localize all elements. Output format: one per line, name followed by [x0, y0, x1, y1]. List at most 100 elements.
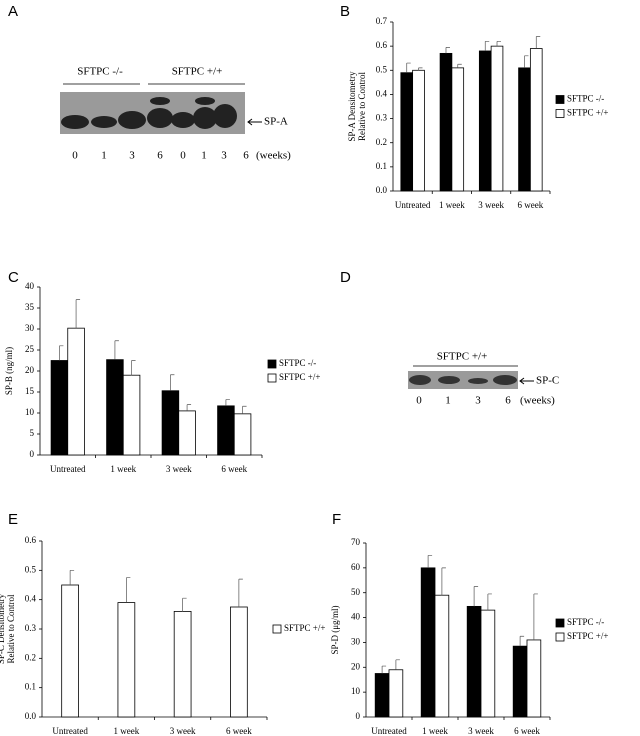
y-tick-label: 40 — [351, 612, 361, 622]
y-tick-label: 0.5 — [376, 64, 388, 74]
bar — [217, 405, 235, 456]
bar — [529, 48, 543, 192]
bands — [409, 375, 517, 385]
unit-label: (weeks) — [256, 150, 291, 162]
y-tick-label: 0 — [30, 449, 35, 459]
group-label: SFTPC +/+ — [437, 351, 488, 363]
bar — [374, 673, 390, 718]
error-bar — [381, 665, 387, 674]
y-tick-label: 30 — [25, 323, 35, 333]
error-bar — [225, 399, 230, 406]
y-tick-label: 60 — [351, 562, 361, 572]
error-bar — [186, 404, 192, 411]
x-tick-label: 6 week — [514, 726, 540, 736]
bar — [173, 611, 192, 718]
legend-label: SFTPC -/- — [567, 94, 604, 104]
lane-label: 0 — [416, 395, 422, 407]
legend-swatch — [555, 109, 565, 118]
error-bar — [445, 47, 450, 54]
y-tick-label: 0.1 — [25, 682, 36, 692]
lane-label: 0 — [180, 150, 186, 162]
bar — [388, 669, 404, 718]
error-bar — [395, 659, 400, 670]
bar — [526, 639, 542, 718]
error-bar — [519, 635, 525, 647]
y-tick-label: 0.3 — [376, 113, 388, 123]
error-bar — [484, 40, 490, 51]
x-tick-label: Untreated — [371, 726, 407, 736]
panel-label: F — [332, 511, 341, 528]
y-tick-label: 20 — [25, 365, 35, 375]
legend-label: SFTPC +/+ — [279, 372, 320, 382]
y-tick-label: 0.4 — [376, 88, 388, 98]
panel-label: E — [8, 511, 18, 528]
bar — [61, 584, 79, 718]
unit-label: (weeks) — [520, 395, 555, 407]
error-bar — [242, 405, 247, 414]
legend-swatch — [272, 624, 282, 634]
y-tick-label: 5 — [30, 428, 35, 438]
y-axis-label: Relative to Control — [6, 594, 16, 663]
y-tick-label: 15 — [25, 386, 35, 396]
y-axis-label: SP-D (μg/ml) — [330, 605, 340, 654]
x-tick-label: 6 week — [518, 200, 544, 210]
y-tick-label: 0.2 — [25, 652, 36, 662]
y-tick-label: 0.5 — [25, 564, 37, 574]
bar — [512, 645, 528, 718]
y-tick-label: 0.4 — [25, 594, 37, 604]
arrow — [247, 118, 262, 126]
bar — [50, 360, 69, 456]
error-bar — [524, 55, 529, 68]
y-tick-label: 70 — [351, 537, 361, 547]
lane-label: 3 — [221, 150, 227, 162]
legend-swatch — [555, 95, 565, 104]
error-bar — [533, 593, 538, 640]
error-bar — [182, 597, 187, 612]
x-tick-label: 3 week — [170, 726, 196, 736]
bar — [466, 605, 482, 718]
y-tick-label: 40 — [25, 281, 35, 291]
legend-label: SFTPC -/- — [567, 617, 604, 627]
blot-image — [408, 371, 518, 389]
group-label: SFTPC +/+ — [172, 66, 223, 78]
lane-label: 1 — [101, 150, 107, 162]
y-tick-label: 20 — [351, 661, 361, 671]
bar — [106, 359, 124, 456]
legend-swatch — [555, 618, 565, 628]
bar — [434, 594, 450, 718]
group-label: SFTPC -/- — [77, 66, 123, 78]
y-axis-label: SP-A Densitometry — [347, 71, 357, 142]
panel-label: A — [8, 3, 18, 20]
error-bar — [59, 345, 64, 361]
bar — [490, 45, 504, 192]
bar — [439, 52, 453, 192]
y-tick-label: 0.3 — [25, 623, 37, 633]
lane-label: 6 — [505, 395, 511, 407]
error-bar — [114, 340, 119, 360]
x-tick-label: 3 week — [468, 726, 494, 736]
x-tick-label: 1 week — [110, 464, 136, 474]
bar — [518, 67, 531, 192]
bar — [400, 72, 414, 192]
x-tick-label: 6 week — [226, 726, 252, 736]
panel-label: B — [340, 3, 350, 20]
lane-label: 6 — [243, 150, 249, 162]
bar — [451, 67, 465, 192]
y-tick-label: 10 — [351, 686, 361, 696]
bands — [61, 97, 237, 129]
y-axis-label: Relative to Control — [357, 72, 367, 141]
y-tick-label: 0.6 — [376, 40, 388, 50]
x-tick-label: Untreated — [395, 200, 431, 210]
bar — [230, 606, 248, 718]
error-bar — [487, 593, 492, 611]
bar — [161, 390, 180, 456]
panel-label: D — [340, 269, 351, 286]
lane-label: 1 — [445, 395, 451, 407]
error-bar — [496, 40, 502, 47]
legend-label: SFTPC +/+ — [284, 623, 325, 633]
marker-label: SP-C — [536, 375, 559, 387]
error-bar — [238, 578, 243, 607]
error-bar — [131, 360, 136, 376]
error-bar — [406, 62, 411, 73]
y-tick-label: 30 — [351, 636, 361, 646]
